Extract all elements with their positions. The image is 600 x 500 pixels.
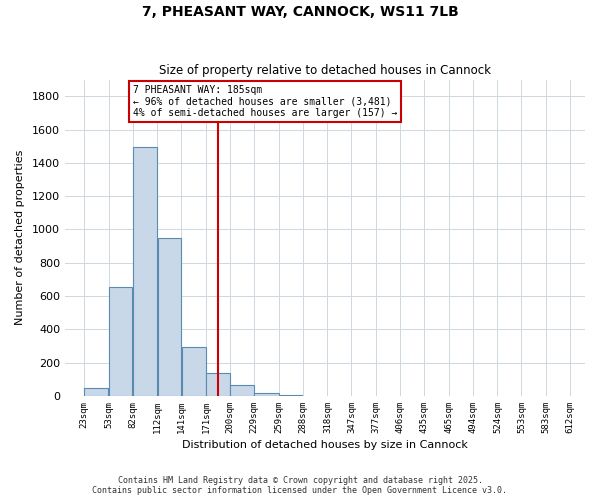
Bar xyxy=(109,287,133,396)
Bar xyxy=(158,238,181,396)
Text: 7 PHEASANT WAY: 185sqm
← 96% of detached houses are smaller (3,481)
4% of semi-d: 7 PHEASANT WAY: 185sqm ← 96% of detached… xyxy=(133,84,397,118)
Y-axis label: Number of detached properties: Number of detached properties xyxy=(15,150,25,326)
X-axis label: Distribution of detached houses by size in Cannock: Distribution of detached houses by size … xyxy=(182,440,468,450)
Bar xyxy=(133,147,157,396)
Text: 7, PHEASANT WAY, CANNOCK, WS11 7LB: 7, PHEASANT WAY, CANNOCK, WS11 7LB xyxy=(142,5,458,19)
Bar xyxy=(254,392,278,396)
Bar xyxy=(84,388,109,396)
Text: Contains HM Land Registry data © Crown copyright and database right 2025.
Contai: Contains HM Land Registry data © Crown c… xyxy=(92,476,508,495)
Bar xyxy=(230,385,254,396)
Bar xyxy=(279,395,302,396)
Bar xyxy=(182,347,206,396)
Bar xyxy=(206,374,230,396)
Title: Size of property relative to detached houses in Cannock: Size of property relative to detached ho… xyxy=(159,64,491,77)
